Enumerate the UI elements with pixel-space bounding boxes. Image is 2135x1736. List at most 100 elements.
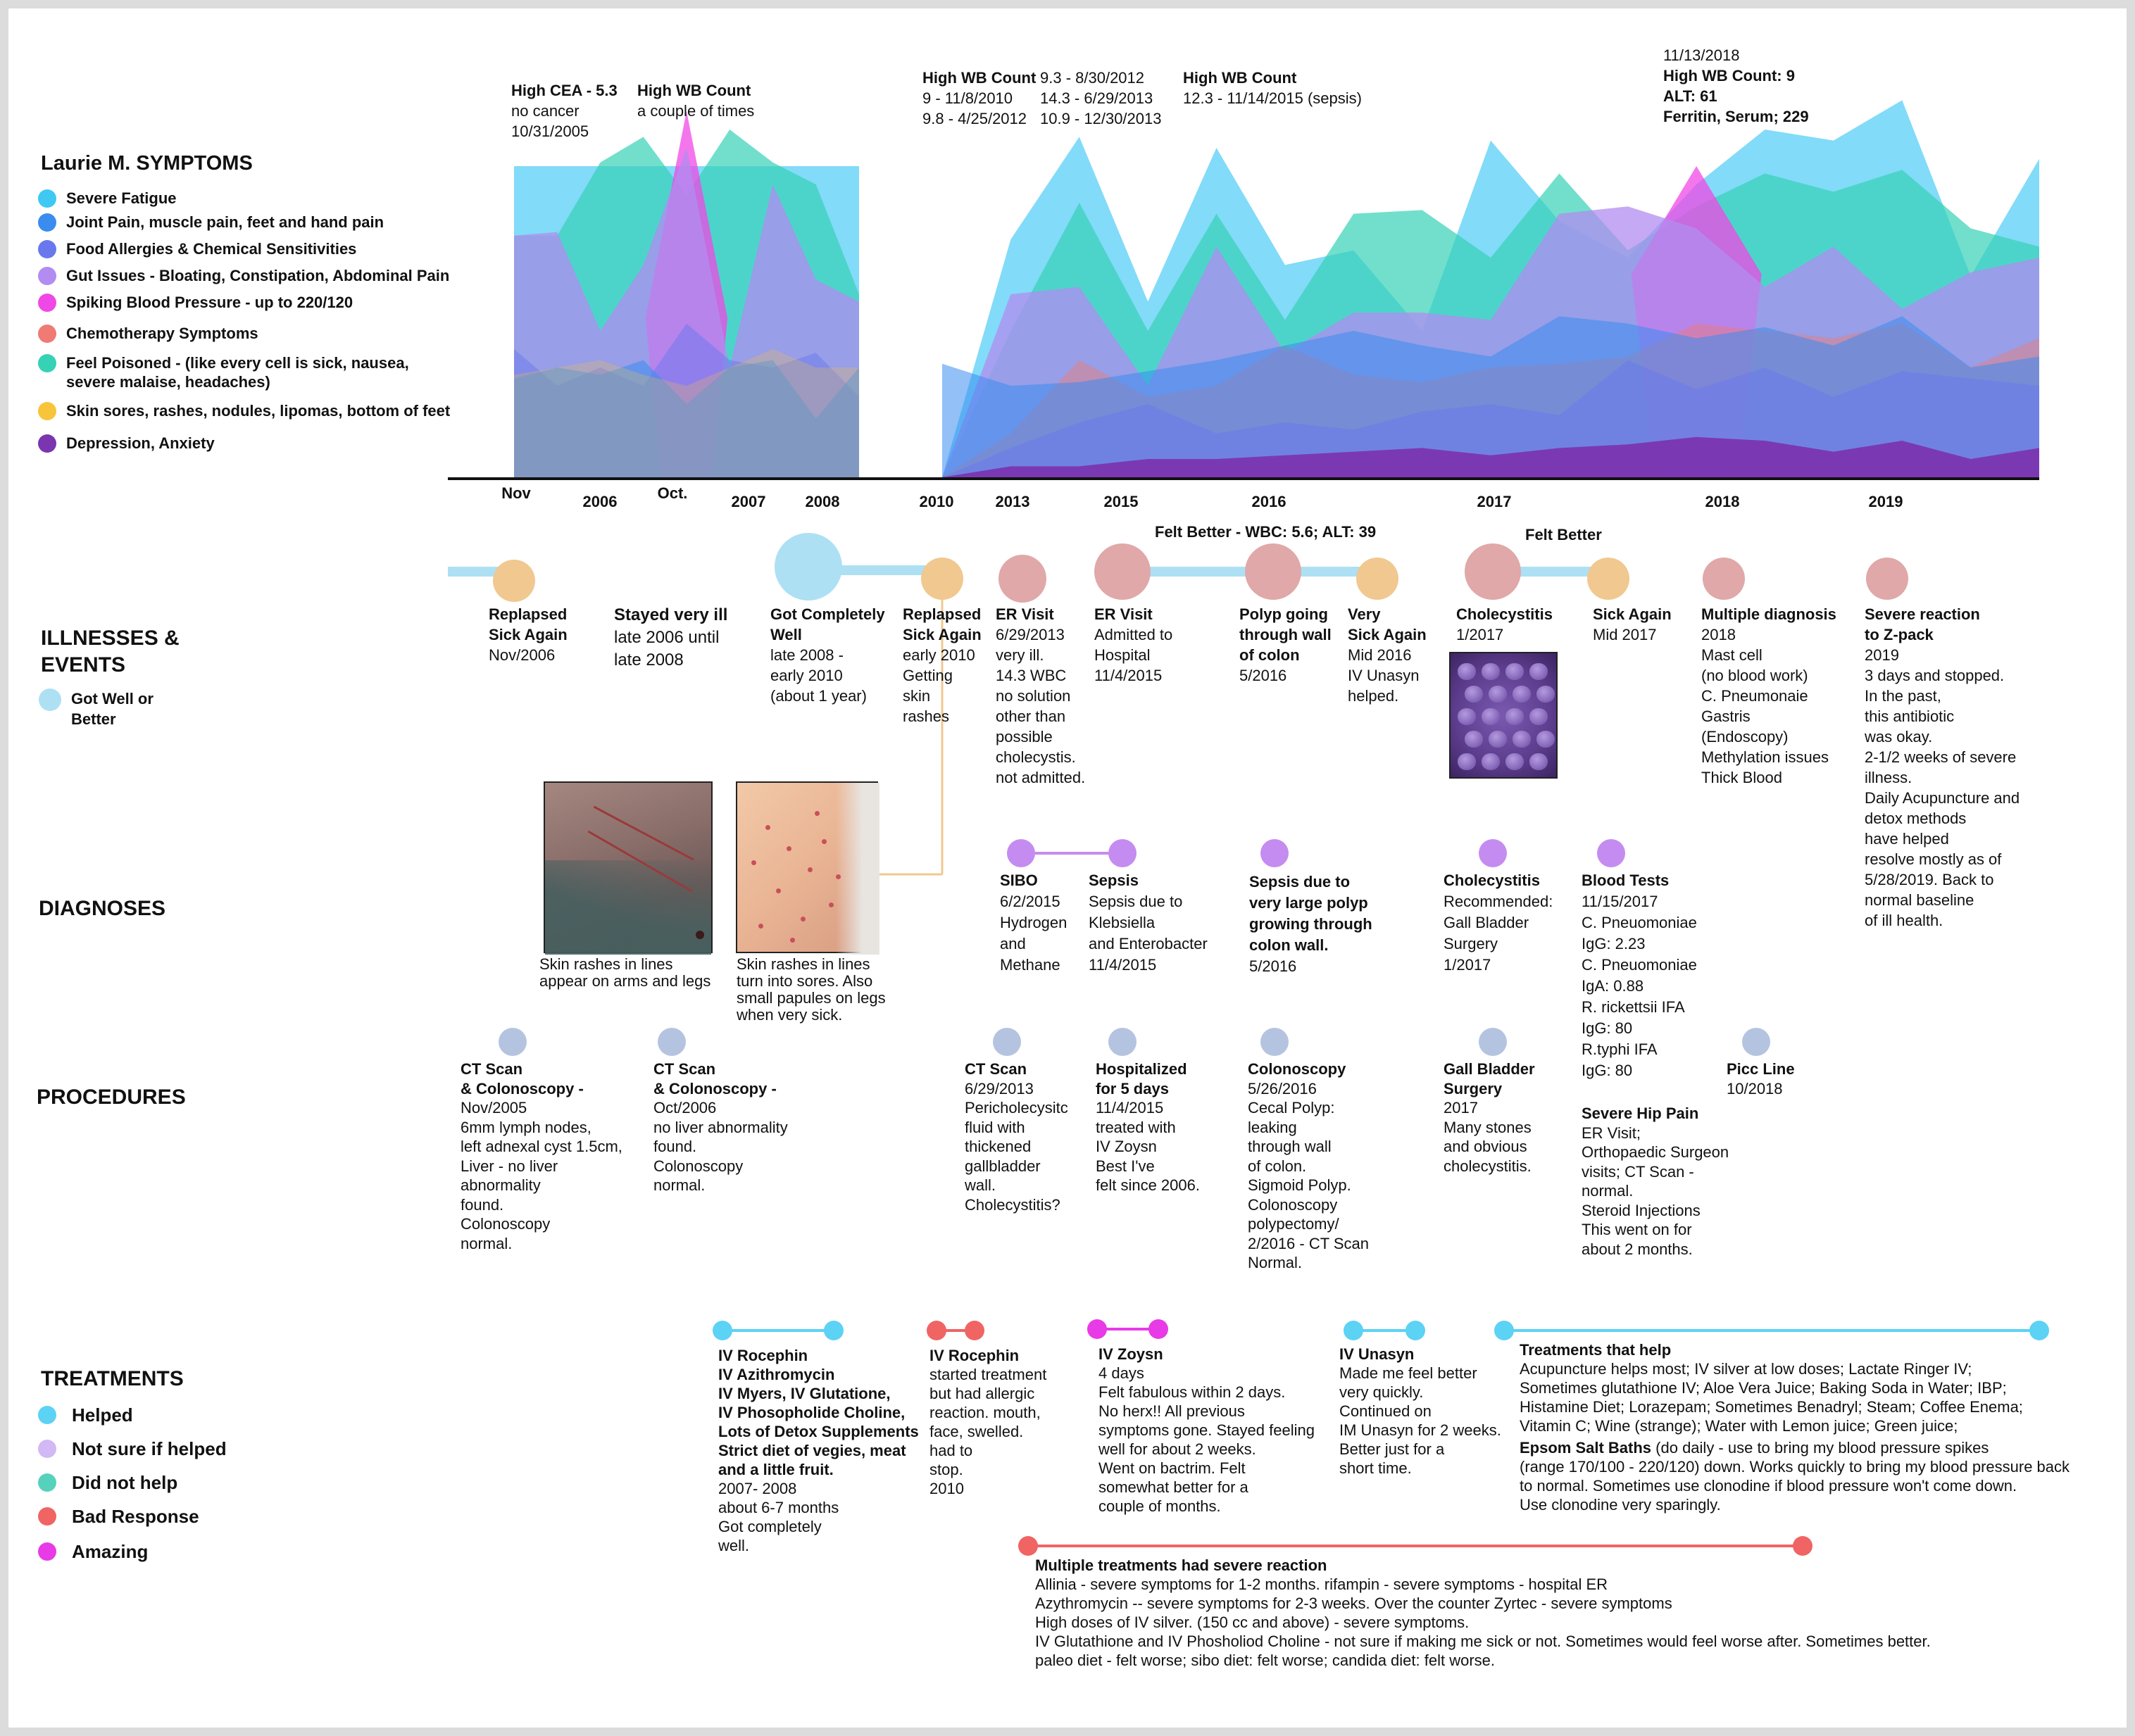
gallstone xyxy=(1505,663,1524,680)
x-tick-label: 2018 xyxy=(1705,493,1740,510)
treatment-block: IV Unasyn Made me feel better very quickly… xyxy=(1339,1345,1501,1477)
treatment-legend-item: Helped xyxy=(38,1404,133,1426)
treatment-block: Multiple treatments had severe reaction A… xyxy=(1035,1556,1931,1669)
treatment-dot-icon xyxy=(38,1507,56,1526)
procedure-dot xyxy=(993,1028,1021,1056)
gallstone xyxy=(1465,731,1483,748)
gallstone xyxy=(1529,753,1548,770)
timeline-dots xyxy=(493,533,2049,1556)
legend-label: Food Allergies & Chemical Sensitivities xyxy=(66,240,357,258)
treatment-legend-item: Not sure if helped xyxy=(38,1438,227,1460)
procedure-block: CT Scan & Colonoscopy - Oct/2006 no liver a… xyxy=(653,1060,788,1194)
event-block: Replapsed Sick Again Nov/2006 xyxy=(489,605,568,664)
treatment-dot xyxy=(1148,1319,1168,1339)
treatment-legend-label: Bad Response xyxy=(72,1506,199,1527)
diagnosis-dot xyxy=(1597,839,1625,867)
section-diagnoses: DIAGNOSES xyxy=(39,897,166,920)
procedure-block: Hospitalized for 5 days 11/4/2015 treated w… xyxy=(1096,1060,1200,1194)
papule xyxy=(822,839,827,844)
got-well-dot xyxy=(775,533,842,600)
papule xyxy=(758,924,763,929)
event-block: Sick Again Mid 2017 xyxy=(1593,605,1672,643)
legend-dot-icon xyxy=(38,354,56,372)
x-tick-label: 2013 xyxy=(995,493,1030,510)
treatment-legend-label: Not sure if helped xyxy=(72,1438,227,1459)
legend-dot-icon xyxy=(38,402,56,420)
x-tick-label: Oct. xyxy=(657,484,688,502)
diagnosis-event-dot xyxy=(1703,558,1745,600)
annotation: High CEA - 5.3 no cancer 10/31/2005 xyxy=(511,82,618,140)
treatment-legend-label: Helped xyxy=(72,1404,133,1426)
annotation: High WB Count 9 - 11/8/2010 9.8 - 4/25/201… xyxy=(922,69,1037,127)
gallstones-photo xyxy=(1449,652,1558,779)
legend-label: Severe Fatigue xyxy=(66,189,177,207)
illness-dot xyxy=(921,558,963,600)
treatment-block: IV Rocephin started treatment but had alle… xyxy=(929,1347,1047,1497)
diagnosis-dot xyxy=(1007,839,1035,867)
procedure-block: CT Scan & Colonoscopy - Nov/2005 6mm lymph … xyxy=(461,1060,622,1252)
papule xyxy=(801,917,806,922)
legend-label: Spiking Blood Pressure - up to 220/120 xyxy=(66,294,353,311)
procedure-block: Picc Line 10/2018 xyxy=(1727,1060,1795,1097)
treatment-dot xyxy=(824,1321,844,1340)
area-skin-sores xyxy=(514,349,859,477)
event-block: Severe reaction to Z-pack 2019 3 days and s… xyxy=(1865,605,2020,929)
treatment-legend-item: Did not help xyxy=(38,1471,177,1494)
event-block: ER Visit Admitted to Hospital 11/4/2015 xyxy=(1094,605,1173,684)
polyp-dot xyxy=(1245,543,1301,600)
got-well-dot-icon xyxy=(39,688,61,711)
x-tick-label: Nov xyxy=(501,484,531,502)
procedure-dot xyxy=(1479,1028,1507,1056)
legend-item: Food Allergies & Chemical Sensitivities xyxy=(38,239,356,258)
annotation: High WB Count 12.3 - 11/14/2015 (sepsis) xyxy=(1183,69,1362,107)
procedure-dot xyxy=(499,1028,527,1056)
treatment-dot xyxy=(927,1321,946,1340)
procedure-block: Colonoscopy 5/26/2016 Cecal Polyp: leaking t… xyxy=(1248,1060,1370,1271)
gallstone xyxy=(1482,708,1500,725)
gallstone xyxy=(1482,753,1500,770)
legend-title: Laurie M. SYMPTOMS xyxy=(41,152,253,175)
event-block: Very Sick Again Mid 2016 IV Unasyn helped. xyxy=(1348,605,1427,705)
gallstone xyxy=(1482,663,1500,680)
legend-dot-icon xyxy=(38,267,56,285)
legend-label: Feel Poisoned - (like every cell is sick… xyxy=(66,354,409,391)
procedure-dot xyxy=(1260,1028,1289,1056)
diagnosis-block: Cholecystitis Recommended: Gall Bladder Sur… xyxy=(1444,872,1553,974)
papule xyxy=(815,811,820,816)
gallstone xyxy=(1505,708,1524,725)
annotation: 9.3 - 8/30/2012 14.3 - 6/29/2013 10.9 - 12… xyxy=(1040,69,1162,127)
diagnosis-block: Sepsis due to very large polyp growing thr… xyxy=(1249,873,1372,975)
gallstone xyxy=(1529,663,1548,680)
reaction-dot xyxy=(1866,558,1908,600)
gallstone xyxy=(1505,753,1524,770)
felt-better-label-2: Felt Better xyxy=(1525,526,1602,543)
papule xyxy=(808,867,813,872)
annotation: 11/13/2018 High WB Count: 9 ALT: 61 Ferriti… xyxy=(1663,46,1809,125)
photo-caption: Skin rashes in lines appear on arms and l… xyxy=(539,955,711,990)
illness-dot xyxy=(1587,558,1629,600)
x-tick-label: 2016 xyxy=(1251,493,1286,510)
rash-photo-arms xyxy=(544,781,713,955)
procedure-block: Gall Bladder Surgery 2017 Many stones and ob… xyxy=(1444,1060,1535,1175)
photo-caption: Skin rashes in lines turn into sores. Als… xyxy=(737,955,886,1024)
x-tick-label: 2007 xyxy=(731,493,766,510)
area-series-group xyxy=(514,100,2039,477)
legend-dot-icon xyxy=(38,189,56,208)
treatment-dot xyxy=(1344,1321,1363,1340)
treatment-legend-item: Bad Response xyxy=(38,1505,199,1528)
treatment-dot-icon xyxy=(38,1542,56,1561)
papule xyxy=(751,860,756,865)
legend-label: Joint Pain, muscle pain, feet and hand p… xyxy=(66,213,384,231)
papule xyxy=(765,825,770,830)
legend-item: Gut Issues - Bloating, Constipation, Abd… xyxy=(38,266,449,285)
papule xyxy=(787,846,791,851)
area-depression xyxy=(942,436,2039,477)
gallstone xyxy=(1489,731,1507,748)
treatment-legend-label: Did not help xyxy=(72,1472,178,1493)
x-tick-label: 2017 xyxy=(1477,493,1512,510)
gallstone xyxy=(1458,753,1476,770)
event-block: Replapsed Sick Again early 2010 Getting skin… xyxy=(903,605,982,725)
gallstone xyxy=(1513,731,1531,748)
legend-item: Spiking Blood Pressure - up to 220/120 xyxy=(38,293,353,312)
legend-dot-icon xyxy=(38,434,56,453)
